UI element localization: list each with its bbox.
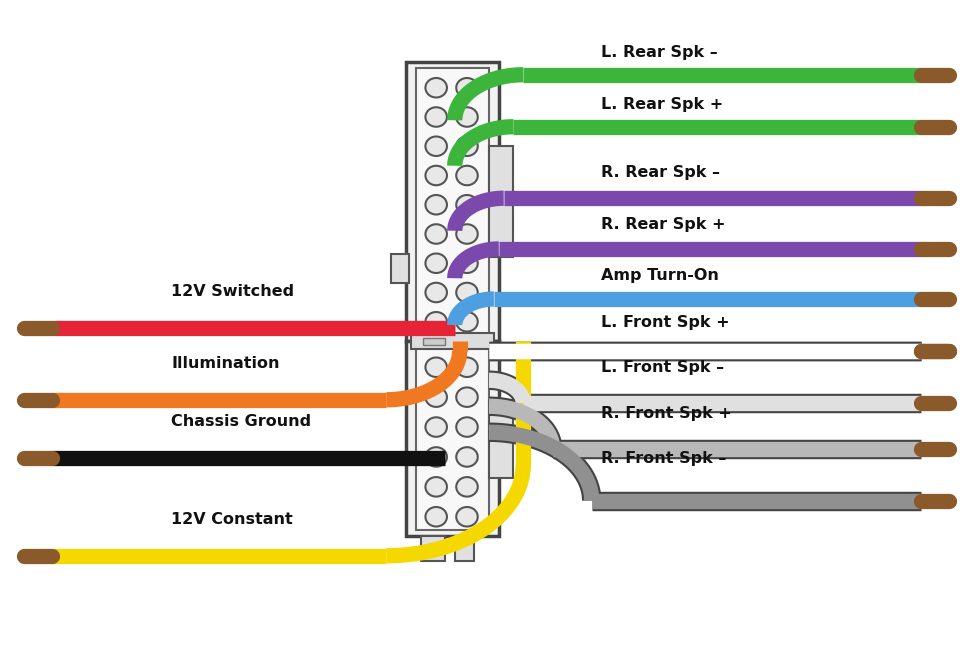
Bar bbox=[423, 338, 445, 344]
Ellipse shape bbox=[455, 166, 477, 185]
Ellipse shape bbox=[455, 447, 477, 467]
Text: R. Rear Spk –: R. Rear Spk – bbox=[601, 165, 720, 180]
Text: R. Front Spk +: R. Front Spk + bbox=[601, 406, 732, 421]
Text: L. Front Spk –: L. Front Spk – bbox=[601, 360, 724, 375]
Ellipse shape bbox=[425, 166, 446, 185]
Ellipse shape bbox=[455, 477, 477, 497]
Bar bbox=[488, 400, 513, 478]
Ellipse shape bbox=[425, 224, 446, 244]
Ellipse shape bbox=[425, 477, 446, 497]
Ellipse shape bbox=[455, 387, 477, 407]
Ellipse shape bbox=[425, 358, 446, 377]
Bar bbox=[420, 536, 445, 561]
Text: R. Rear Spk +: R. Rear Spk + bbox=[601, 217, 725, 232]
Ellipse shape bbox=[425, 136, 446, 156]
Text: Amp Turn-On: Amp Turn-On bbox=[601, 268, 719, 283]
Bar bbox=[410, 333, 493, 349]
Ellipse shape bbox=[455, 107, 477, 127]
Text: L. Rear Spk –: L. Rear Spk – bbox=[601, 45, 717, 60]
Ellipse shape bbox=[455, 195, 477, 215]
Ellipse shape bbox=[425, 387, 446, 407]
Text: 12V Switched: 12V Switched bbox=[171, 284, 294, 299]
Ellipse shape bbox=[455, 136, 477, 156]
Bar bbox=[405, 341, 498, 536]
Ellipse shape bbox=[425, 312, 446, 332]
Ellipse shape bbox=[455, 358, 477, 377]
Ellipse shape bbox=[455, 78, 477, 98]
Ellipse shape bbox=[455, 224, 477, 244]
Text: Illumination: Illumination bbox=[171, 356, 279, 370]
Bar bbox=[391, 254, 408, 283]
Bar bbox=[488, 146, 513, 257]
Bar bbox=[405, 62, 498, 341]
Ellipse shape bbox=[455, 417, 477, 437]
Ellipse shape bbox=[455, 507, 477, 526]
Ellipse shape bbox=[455, 283, 477, 302]
Ellipse shape bbox=[455, 254, 477, 273]
Text: Chassis Ground: Chassis Ground bbox=[171, 414, 311, 429]
Ellipse shape bbox=[425, 78, 446, 98]
Ellipse shape bbox=[425, 195, 446, 215]
Ellipse shape bbox=[425, 447, 446, 467]
Bar bbox=[415, 348, 488, 530]
Ellipse shape bbox=[425, 283, 446, 302]
Ellipse shape bbox=[425, 107, 446, 127]
Text: R. Front Spk –: R. Front Spk – bbox=[601, 451, 726, 466]
Bar bbox=[454, 536, 474, 561]
Bar bbox=[415, 68, 488, 335]
Ellipse shape bbox=[425, 254, 446, 273]
Text: L. Rear Spk +: L. Rear Spk + bbox=[601, 97, 723, 112]
Ellipse shape bbox=[425, 417, 446, 437]
Text: 12V Constant: 12V Constant bbox=[171, 512, 292, 526]
Text: L. Front Spk +: L. Front Spk + bbox=[601, 315, 730, 330]
Ellipse shape bbox=[425, 507, 446, 526]
Ellipse shape bbox=[455, 312, 477, 332]
